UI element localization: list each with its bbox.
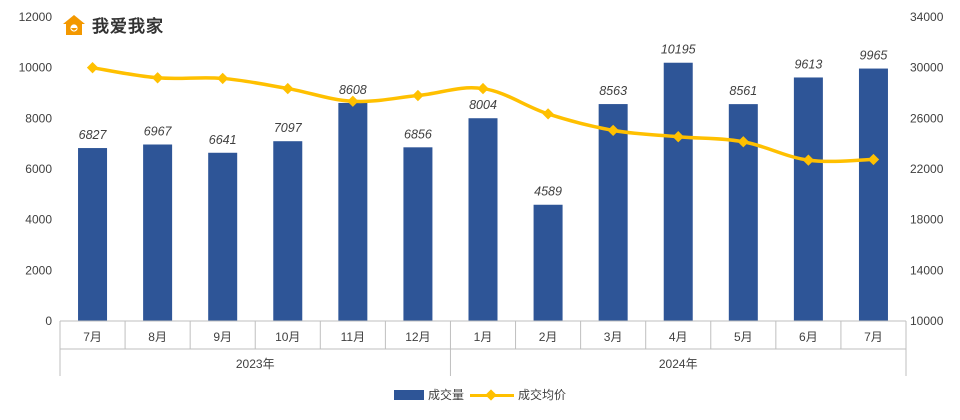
x-tick-label: 2月: [539, 330, 558, 344]
x-tick-label: 9月: [213, 330, 232, 344]
bar-data-label: 10195: [661, 43, 696, 57]
y-left-tick-label: 6000: [25, 162, 52, 176]
y-right-tick-label: 30000: [910, 61, 944, 75]
y-left-tick-label: 10000: [19, 61, 53, 75]
x-group-label: 2024年: [659, 357, 698, 371]
bar-data-label: 6967: [144, 125, 173, 139]
bar-data-label: 8608: [339, 83, 367, 97]
y-right-tick-label: 14000: [910, 263, 944, 277]
legend-swatch-bar: [393, 389, 424, 400]
brand-logo: 我爱我家: [62, 12, 164, 37]
bar-data-label: 6856: [404, 127, 432, 141]
line-point: [672, 131, 684, 143]
bar: [793, 77, 823, 321]
y-right-tick-label: 10000: [910, 314, 944, 328]
legend-label-volume: 成交量: [427, 388, 464, 402]
y-right-tick-label: 22000: [910, 162, 944, 176]
chart-legend: 成交量 成交均价: [0, 386, 960, 403]
bar: [598, 104, 628, 321]
line-point: [412, 89, 424, 102]
x-group-label: 2023年: [236, 357, 275, 371]
bar: [78, 148, 108, 321]
bar-data-label: 7097: [274, 121, 303, 135]
x-tick-label: 11月: [341, 330, 365, 344]
x-tick-label: 8月: [148, 330, 167, 344]
bar: [533, 204, 563, 321]
x-tick-label: 1月: [474, 330, 493, 344]
bar: [338, 102, 368, 321]
x-tick-label: 4月: [669, 330, 688, 344]
bar: [403, 147, 433, 321]
bar: [468, 118, 498, 322]
y-right-tick-label: 18000: [910, 213, 944, 227]
chart-canvas: 0 2000 4000 6000 8000 10000 12000 10000 14000 180…: [19, 10, 944, 376]
x-tick-label: 5月: [734, 330, 753, 344]
house-logo-icon: [63, 14, 85, 35]
bar-data-label: 6827: [79, 128, 108, 142]
bar-data-label: 4589: [534, 185, 562, 199]
bar: [273, 141, 303, 321]
bar-data-label: 6641: [209, 133, 237, 147]
x-tick-label: 6月: [799, 330, 818, 344]
bar-data-label: 8563: [599, 84, 627, 98]
x-tick-label: 3月: [604, 330, 623, 344]
x-tick-label: 7月: [83, 330, 102, 344]
bar: [143, 144, 173, 321]
x-tick-label: 10月: [275, 330, 300, 344]
legend-swatch-line: [470, 390, 514, 400]
bar-data-label: 9613: [794, 57, 822, 71]
x-tick-label: 12月: [405, 330, 430, 344]
legend-label-price: 成交均价: [518, 388, 567, 402]
y-left-tick-label: 8000: [25, 111, 52, 125]
line-point: [867, 153, 880, 166]
bar: [858, 68, 888, 321]
bar-data-label: 8561: [729, 84, 757, 98]
line-point: [282, 82, 294, 95]
bar-data-label: 8004: [469, 98, 497, 112]
line-point: [737, 136, 749, 148]
y-left-tick-label: 12000: [19, 10, 53, 24]
line-point: [542, 108, 554, 120]
y-left-tick-label: 0: [45, 314, 52, 328]
y-left-tick-label: 4000: [25, 213, 52, 227]
x-tick-label: 7月: [864, 330, 883, 344]
line-point: [477, 82, 489, 95]
bar-data-label: 9965: [860, 49, 888, 63]
bar: [208, 152, 238, 321]
line-point: [802, 154, 815, 166]
legend-item-price: 成交均价: [470, 386, 566, 403]
y-left-tick-label: 2000: [25, 263, 52, 277]
y-right-tick-label: 26000: [910, 111, 944, 125]
line-point: [151, 72, 164, 84]
line-point: [86, 62, 99, 74]
y-right-tick-label: 34000: [910, 10, 944, 24]
brand-name: 我爱我家: [92, 17, 164, 37]
bar: [663, 62, 693, 322]
legend-item-volume: 成交量: [393, 386, 464, 403]
line-point: [217, 72, 229, 85]
